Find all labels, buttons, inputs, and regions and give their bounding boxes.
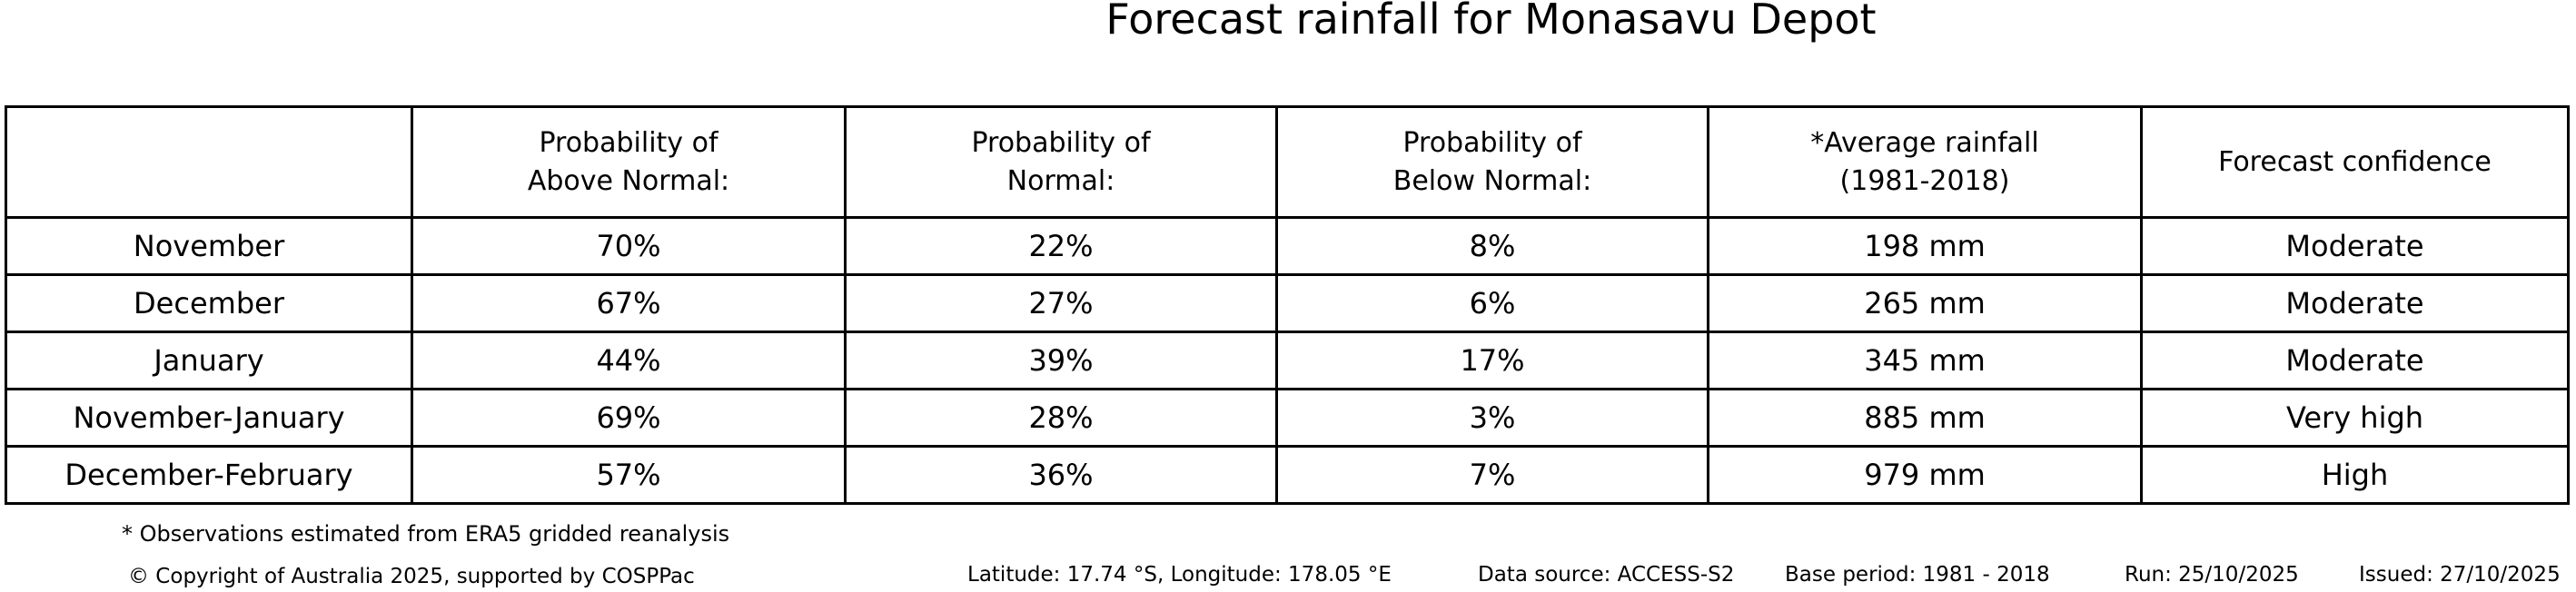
row-label: November-January	[5, 388, 413, 448]
table-row-december-february: December-February 57% 36% 7% 979 mm High	[5, 445, 2570, 505]
header-normal: Probability of Normal:	[844, 105, 1278, 219]
header-forecast-confidence: Forecast confidence	[2140, 105, 2570, 219]
table-cell: 57%	[411, 445, 847, 505]
footer-location: Latitude: 17.74 °S, Longitude: 178.05 °E	[967, 563, 1392, 587]
table-cell: 28%	[844, 388, 1278, 448]
footer-base-period: Base period: 1981 - 2018	[1785, 563, 2050, 587]
table-cell: 36%	[844, 445, 1278, 505]
header-above-normal-label: Probability of Above Normal:	[527, 126, 730, 197]
table-cell: 198 mm	[1707, 216, 2143, 276]
header-forecast-confidence-label: Forecast confidence	[2218, 145, 2492, 178]
table-cell: 27%	[844, 273, 1278, 333]
table-row-november-january: November-January 69% 28% 3% 885 mm Very …	[5, 388, 2570, 448]
table-cell: 8%	[1275, 216, 1709, 276]
row-label: January	[5, 331, 413, 390]
table-cell: 44%	[411, 331, 847, 390]
table-cell: 979 mm	[1707, 445, 2143, 505]
table-cell: Moderate	[2140, 273, 2570, 333]
table-cell: Moderate	[2140, 216, 2570, 276]
table-cell: Moderate	[2140, 331, 2570, 390]
row-label: November	[5, 216, 413, 276]
footnote-observations: * Observations estimated from ERA5 gridd…	[122, 521, 730, 547]
table-row-november: November 70% 22% 8% 198 mm Moderate	[5, 216, 2570, 276]
forecast-table: Probability of Above Normal: Probability…	[5, 105, 2570, 505]
table-header-row: Probability of Above Normal: Probability…	[5, 105, 2570, 219]
copyright-text: © Copyright of Australia 2025, supported…	[128, 565, 695, 588]
footer-data-source: Data source: ACCESS-S2	[1478, 563, 1735, 587]
footer-issued-date: Issued: 27/10/2025	[2359, 563, 2561, 587]
footer-run-date: Run: 25/10/2025	[2125, 563, 2299, 587]
header-normal-label: Probability of Normal:	[971, 126, 1151, 197]
table-cell: 39%	[844, 331, 1278, 390]
table-cell: 69%	[411, 388, 847, 448]
table-cell: Very high	[2140, 388, 2570, 448]
header-average-rainfall: *Average rainfall (1981-2018)	[1707, 105, 2143, 219]
page-title: Forecast rainfall for Monasavu Depot	[1105, 0, 1877, 44]
table-cell: 7%	[1275, 445, 1709, 505]
header-below-normal-label: Probability of Below Normal:	[1392, 126, 1592, 197]
header-below-normal: Probability of Below Normal:	[1275, 105, 1709, 219]
table-cell: 6%	[1275, 273, 1709, 333]
table-cell: 17%	[1275, 331, 1709, 390]
header-above-normal: Probability of Above Normal:	[411, 105, 847, 219]
table-cell: 885 mm	[1707, 388, 2143, 448]
table-corner-blank	[5, 105, 413, 219]
table-cell: 265 mm	[1707, 273, 2143, 333]
row-label: December	[5, 273, 413, 333]
row-label: December-February	[5, 445, 413, 505]
header-average-rainfall-label: *Average rainfall (1981-2018)	[1810, 126, 2039, 197]
table-cell: 3%	[1275, 388, 1709, 448]
table-cell: High	[2140, 445, 2570, 505]
table-row-december: December 67% 27% 6% 265 mm Moderate	[5, 273, 2570, 333]
table-cell: 345 mm	[1707, 331, 2143, 390]
table-cell: 70%	[411, 216, 847, 276]
table-row-january: January 44% 39% 17% 345 mm Moderate	[5, 331, 2570, 390]
table-cell: 67%	[411, 273, 847, 333]
table-cell: 22%	[844, 216, 1278, 276]
